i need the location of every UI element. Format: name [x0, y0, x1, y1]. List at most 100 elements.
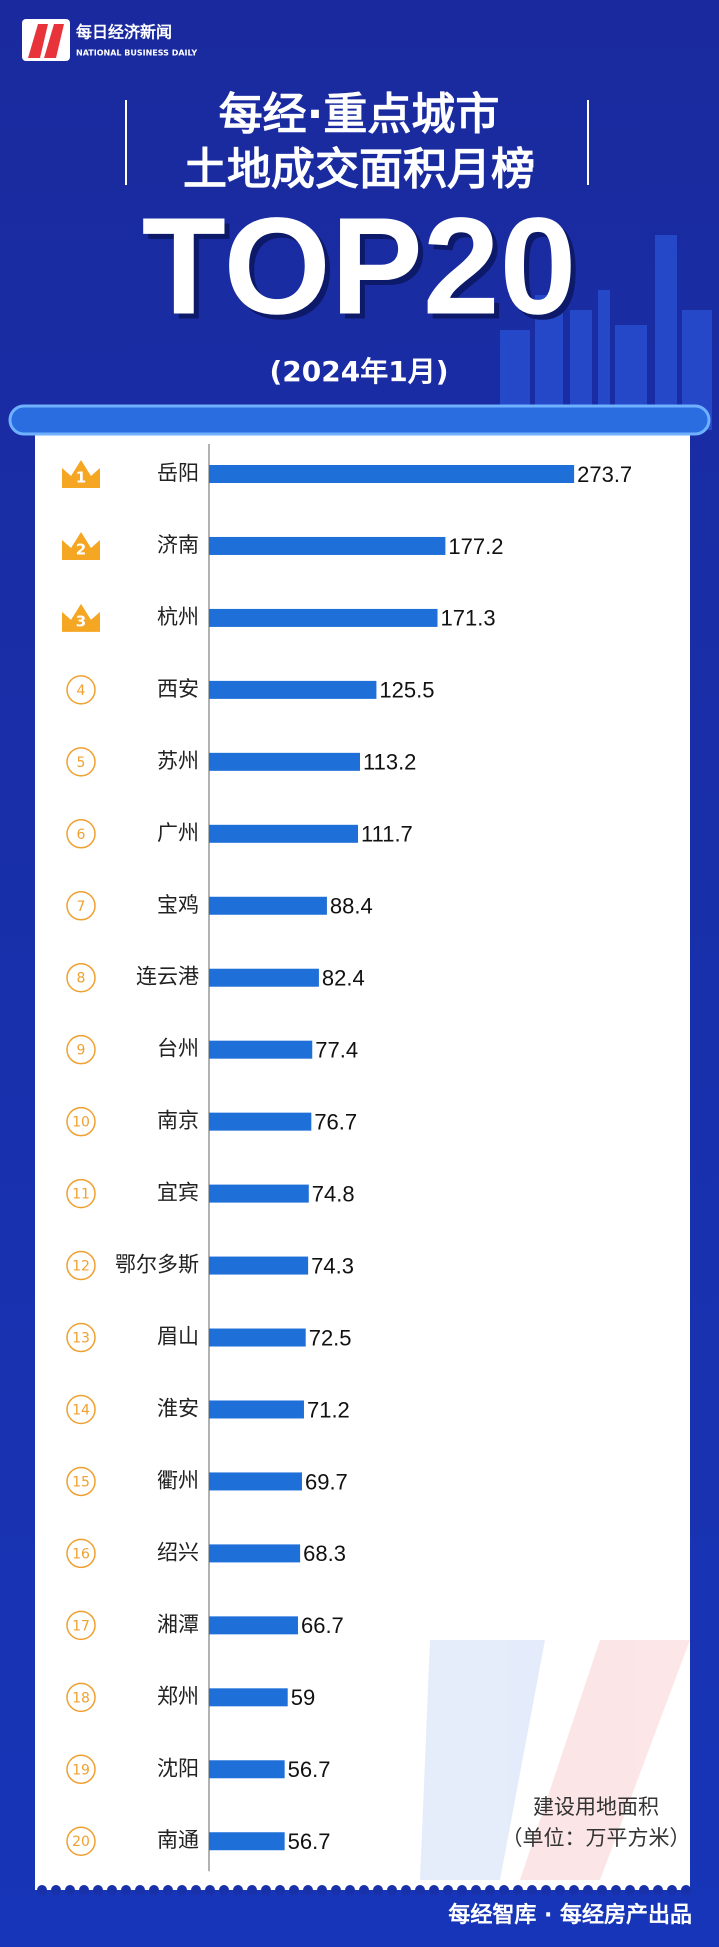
category-label: 广州: [157, 821, 199, 845]
rank-label: 18: [72, 1690, 90, 1706]
rank-circle: [66, 1106, 96, 1137]
rank-circle: [66, 1754, 96, 1785]
rank-circle: [66, 962, 96, 993]
category-label: 南通: [157, 1828, 199, 1852]
rank-label: 13: [72, 1331, 90, 1347]
headline: TOP20: [142, 189, 577, 343]
edge-scallop: [443, 1885, 453, 1895]
bar: [209, 824, 359, 843]
category-label: 苏州: [157, 749, 199, 773]
value-label: 71.2: [307, 1397, 350, 1422]
rank-circle: [66, 1538, 96, 1569]
value-label: 69.7: [305, 1469, 348, 1494]
edge-scallop: [359, 1885, 369, 1895]
rank-circle: [66, 1322, 96, 1353]
category-label: 眉山: [157, 1325, 199, 1349]
edge-scallop: [261, 1885, 271, 1895]
rank-label: 11: [72, 1187, 90, 1203]
crown-icon: [62, 460, 100, 488]
edge-scallop: [513, 1885, 523, 1895]
edge-scallop: [233, 1885, 243, 1895]
value-label: 66.7: [301, 1613, 344, 1638]
rank-label: 9: [77, 1043, 86, 1059]
bar: [209, 752, 361, 771]
edge-scallop: [93, 1885, 103, 1895]
rank-circle: [66, 1394, 96, 1425]
rank-label: 3: [76, 612, 86, 630]
edge-scallop: [597, 1885, 607, 1895]
bar: [209, 1400, 304, 1419]
bar: [209, 1544, 301, 1563]
edge-scallop: [107, 1885, 117, 1895]
category-label: 淮安: [157, 1396, 199, 1420]
headline-shadow: TOP20: [147, 194, 582, 348]
bar: [209, 1472, 302, 1491]
value-label: 177.2: [448, 534, 503, 559]
edge-scallop: [331, 1885, 341, 1895]
value-label: 125.5: [379, 678, 434, 703]
edge-scallop: [667, 1885, 677, 1895]
edge-scallop: [275, 1885, 285, 1895]
edge-scallop: [541, 1885, 551, 1895]
rank-circle: [66, 1610, 96, 1641]
rank-circle: [66, 675, 96, 705]
rank-circle: [66, 1034, 96, 1065]
bar: [209, 968, 319, 987]
edge-scallop: [415, 1885, 425, 1895]
value-label: 59: [291, 1685, 315, 1710]
rank-circle: [66, 1178, 96, 1209]
rank-label: 7: [77, 899, 86, 915]
value-label: 273.7: [577, 462, 632, 487]
category-label: 南京: [157, 1109, 199, 1133]
panel: [35, 418, 690, 1890]
category-label: 济南: [157, 533, 199, 557]
edge-scallop: [485, 1885, 495, 1895]
skyline: [500, 235, 712, 430]
bar: [209, 680, 377, 699]
category-label: 宜宾: [157, 1181, 199, 1205]
edge-scallop: [625, 1885, 635, 1895]
rank-circle: [66, 1466, 96, 1497]
rank-label: 19: [72, 1762, 90, 1778]
rank-label: 15: [72, 1474, 90, 1490]
rank-label: 2: [76, 540, 86, 558]
edge-scallop: [555, 1885, 565, 1895]
rank-circle: [66, 747, 96, 777]
edge-scallop: [149, 1885, 159, 1895]
rank-label: 17: [72, 1618, 90, 1634]
edge-scallop: [135, 1885, 145, 1895]
category-label: 郑州: [157, 1684, 199, 1708]
period: (2024年1月): [269, 355, 448, 388]
unit-note: 建设用地面积: [533, 1795, 659, 1819]
logo-cn: 每日经济新闻: [76, 23, 172, 42]
bar: [209, 1832, 285, 1851]
edge-scallop: [639, 1885, 649, 1895]
edge-scallop: [471, 1885, 481, 1895]
edge-scallop: [583, 1885, 593, 1895]
rank-label: 16: [72, 1546, 90, 1562]
rank-circle: [66, 891, 96, 921]
bar: [209, 896, 327, 915]
category-label: 衢州: [157, 1468, 199, 1492]
edge-scallop: [65, 1885, 75, 1895]
category-label: 湘潭: [157, 1612, 199, 1636]
value-label: 56.7: [288, 1757, 331, 1782]
title: 土地成交面积月榜: [183, 144, 535, 195]
bar: [209, 608, 438, 627]
edge-scallop: [303, 1885, 313, 1895]
rank-label: 6: [77, 827, 86, 843]
edge-scallop: [387, 1885, 397, 1895]
edge-scallop: [191, 1885, 201, 1895]
rank-label: 10: [72, 1115, 90, 1131]
edge-scallop: [653, 1885, 663, 1895]
edge-scallop: [37, 1885, 47, 1895]
bar: [209, 536, 446, 555]
footer-credit: 每经智库 · 每经房产出品: [448, 1902, 692, 1928]
edge-scallop: [457, 1885, 467, 1895]
edge-scallop: [289, 1885, 299, 1895]
edge-scallop: [429, 1885, 439, 1895]
edge-scallop: [569, 1885, 579, 1895]
edge-scallop: [345, 1885, 355, 1895]
rank-label: 1: [76, 469, 86, 487]
category-label: 岳阳: [157, 461, 199, 485]
